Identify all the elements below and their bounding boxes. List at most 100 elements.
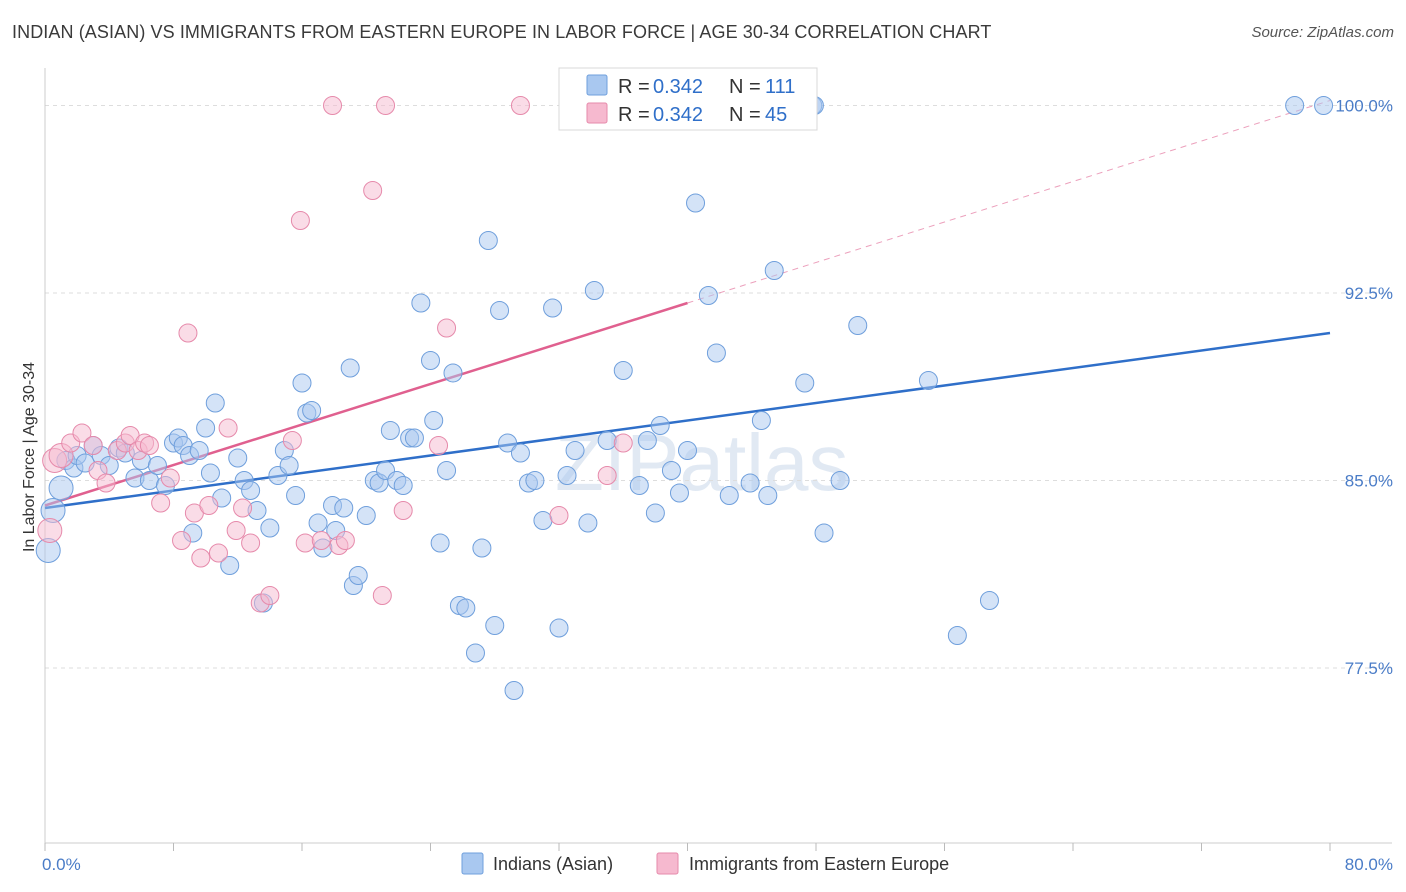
point-series-0-69: [485, 616, 505, 635]
point-series-0-79: [557, 466, 577, 485]
point-series-1-30: [295, 533, 315, 553]
point-series-0-61: [430, 533, 450, 553]
point-series-0-15: [147, 456, 167, 475]
stats-swatch-indians: [586, 74, 608, 96]
point-series-1-22: [218, 418, 238, 438]
point-series-0-85: [629, 476, 649, 495]
point-series-1-42: [549, 506, 569, 525]
point-series-0-36: [279, 456, 299, 475]
point-series-1-44: [613, 433, 633, 453]
point-series-0-107: [947, 626, 967, 645]
point-series-0-81: [578, 513, 598, 533]
point-series-0-84: [613, 361, 633, 380]
stats-n-label-eastern-europe: N =: [729, 104, 761, 126]
point-series-0-23: [196, 418, 216, 438]
point-series-0-66: [465, 643, 485, 663]
point-series-0-62: [437, 461, 457, 480]
point-series-1-7: [96, 473, 116, 493]
point-series-0-73: [510, 443, 530, 463]
y-tick-label-0: 77.5%: [1345, 659, 1393, 678]
point-series-1-24: [233, 498, 253, 518]
point-series-1-34: [335, 531, 355, 550]
point-series-0-46: [340, 358, 360, 378]
point-series-0-99: [764, 261, 784, 280]
point-series-1-19: [191, 548, 211, 568]
point-series-1-27: [260, 586, 280, 605]
point-series-1-17: [178, 323, 198, 343]
point-series-0-55: [393, 476, 413, 495]
point-series-1-43: [597, 466, 617, 485]
point-series-0-104: [830, 471, 850, 490]
tick-labels: 77.5% 85.0% 92.5% 100.0% 0.0% 80.0%: [42, 97, 1393, 875]
trend-extension-series-1: [687, 100, 1331, 304]
legend-swatch-eastern-europe: [656, 852, 679, 875]
point-series-0-88: [650, 416, 670, 435]
point-series-1-37: [376, 96, 396, 115]
point-series-1-36: [372, 586, 392, 605]
stats-swatch-eastern-europe: [586, 102, 608, 124]
y-axis-title: In Labor Force | Age 30-34: [21, 362, 38, 552]
point-series-0-91: [678, 441, 697, 460]
point-series-1-29: [290, 211, 310, 230]
point-series-0-68: [478, 231, 498, 250]
point-series-0-78: [549, 618, 569, 638]
point-series-1-38: [393, 501, 413, 520]
grid-lines: [45, 105, 1392, 669]
stats-n-value-indians: 111: [765, 76, 795, 98]
point-series-0-33: [260, 518, 280, 538]
point-series-1-23: [226, 521, 246, 540]
point-series-0-40: [302, 401, 322, 420]
y-tick-label-2: 92.5%: [1345, 284, 1393, 303]
point-series-0-45: [334, 498, 354, 518]
point-series-0-24: [200, 463, 220, 483]
point-series-0-97: [751, 411, 771, 430]
point-series-1-31: [311, 531, 331, 550]
point-series-0-106: [918, 371, 938, 390]
point-series-1-13: [139, 436, 159, 455]
point-series-0-27: [220, 556, 240, 575]
stats-r-label-indians: R =: [618, 76, 650, 98]
point-series-0-49: [356, 506, 376, 525]
point-series-0-95: [719, 486, 739, 505]
point-series-0-2: [48, 475, 74, 501]
point-series-0-86: [637, 431, 657, 450]
legend-label-indians: Indians (Asian): [493, 854, 613, 874]
point-series-0-30: [241, 481, 261, 500]
point-series-0-98: [758, 486, 778, 505]
point-series-0-89: [661, 461, 681, 480]
point-series-0-87: [645, 503, 665, 523]
point-series-0-75: [525, 471, 545, 490]
stats-n-value-eastern-europe: 45: [765, 104, 787, 126]
point-series-1-40: [437, 318, 457, 338]
point-series-0-72: [504, 681, 524, 700]
point-series-0-110: [1314, 96, 1334, 115]
point-series-0-63: [443, 363, 463, 383]
trend-line-series-0: [44, 331, 1331, 510]
point-series-0-70: [490, 301, 510, 320]
point-series-0-90: [669, 483, 689, 503]
point-series-0-59: [421, 351, 440, 370]
y-tick-label-3: 100.0%: [1335, 97, 1393, 116]
x-tick-label-1: 80.0%: [1345, 855, 1393, 874]
point-series-0-57: [404, 428, 424, 448]
point-series-0-80: [565, 441, 585, 460]
point-series-0-108: [979, 591, 999, 610]
point-series-1-25: [241, 533, 261, 553]
point-series-0-96: [740, 473, 760, 493]
stats-r-value-eastern-europe: 0.342: [653, 104, 703, 126]
point-series-0-22: [189, 441, 209, 460]
point-series-0-94: [706, 343, 726, 363]
point-series-0-103: [814, 523, 834, 543]
point-series-0-58: [411, 293, 431, 313]
point-series-1-14: [151, 493, 171, 513]
point-series-0-53: [380, 421, 400, 440]
point-series-0-28: [228, 448, 248, 468]
point-series-0-48: [348, 566, 368, 585]
point-series-0-60: [424, 411, 444, 430]
point-series-1-20: [199, 496, 219, 515]
point-series-1-15: [160, 468, 180, 488]
point-series-1-4: [72, 423, 92, 443]
data-points: [35, 96, 1334, 700]
point-series-0-71: [498, 433, 518, 453]
point-series-0-77: [543, 298, 563, 318]
